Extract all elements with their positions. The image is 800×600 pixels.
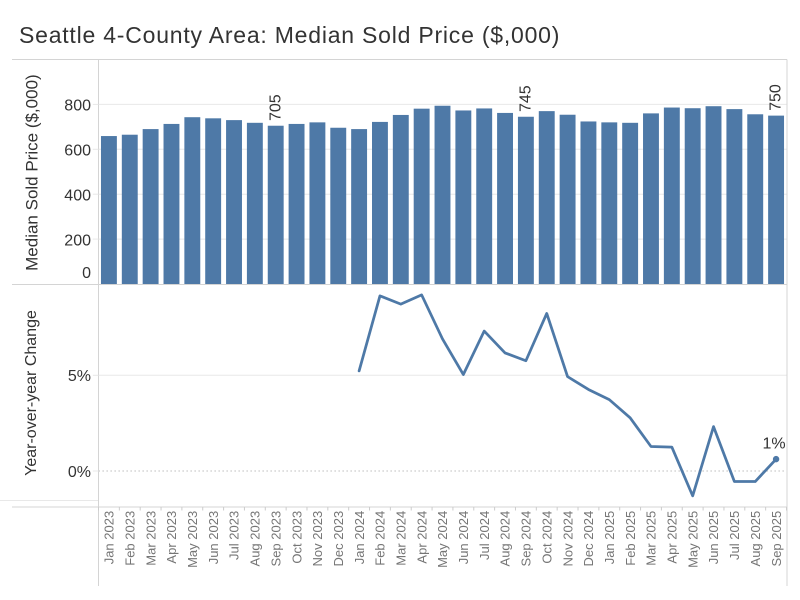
svg-text:Jul 2025: Jul 2025	[727, 511, 742, 560]
svg-text:600: 600	[64, 143, 91, 160]
svg-text:Jul 2024: Jul 2024	[477, 511, 492, 560]
svg-text:Oct 2024: Oct 2024	[539, 511, 554, 564]
svg-text:Apr 2024: Apr 2024	[414, 511, 429, 564]
svg-text:Aug 2024: Aug 2024	[498, 511, 513, 567]
svg-text:800: 800	[64, 98, 91, 115]
svg-text:Sep 2024: Sep 2024	[519, 511, 534, 567]
svg-text:Feb 2025: Feb 2025	[623, 511, 638, 566]
svg-text:Mar 2024: Mar 2024	[394, 511, 409, 566]
svg-text:1%: 1%	[762, 435, 785, 452]
svg-text:May 2023: May 2023	[185, 511, 200, 568]
svg-text:Year-over-year Change: Year-over-year Change	[23, 310, 40, 476]
svg-text:Jan 2025: Jan 2025	[602, 511, 617, 565]
svg-text:May 2024: May 2024	[435, 511, 450, 568]
svg-text:Apr 2023: Apr 2023	[164, 511, 179, 564]
svg-text:5%: 5%	[68, 368, 91, 385]
svg-text:Jun 2023: Jun 2023	[206, 511, 221, 565]
svg-text:Sep 2025: Sep 2025	[769, 511, 784, 567]
svg-text:Mar 2023: Mar 2023	[143, 511, 158, 566]
svg-text:0%: 0%	[68, 464, 91, 481]
svg-text:Jan 2024: Jan 2024	[352, 511, 367, 565]
svg-text:Feb 2023: Feb 2023	[123, 511, 138, 566]
svg-text:750: 750	[768, 84, 785, 111]
svg-text:705: 705	[267, 94, 284, 121]
svg-text:Dec 2023: Dec 2023	[331, 511, 346, 567]
svg-text:Mar 2025: Mar 2025	[644, 511, 659, 566]
svg-text:0: 0	[82, 265, 91, 282]
svg-text:Aug 2025: Aug 2025	[748, 511, 763, 567]
svg-text:Seattle 4-County Area: Median: Seattle 4-County Area: Median Sold Price…	[19, 22, 560, 48]
svg-text:May 2025: May 2025	[685, 511, 700, 568]
svg-text:Nov 2024: Nov 2024	[560, 511, 575, 567]
svg-text:Apr 2025: Apr 2025	[665, 511, 680, 564]
svg-text:Dec 2024: Dec 2024	[581, 511, 596, 567]
svg-text:Jan 2023: Jan 2023	[102, 511, 117, 565]
svg-text:Jun 2024: Jun 2024	[456, 511, 471, 565]
svg-text:Median Sold Price ($,000): Median Sold Price ($,000)	[22, 74, 41, 271]
svg-text:745: 745	[518, 85, 535, 112]
svg-text:Jun 2025: Jun 2025	[706, 511, 721, 565]
svg-text:200: 200	[64, 232, 91, 249]
svg-text:400: 400	[64, 187, 91, 204]
svg-text:Nov 2023: Nov 2023	[310, 511, 325, 567]
svg-text:Sep 2023: Sep 2023	[268, 511, 283, 567]
svg-text:Jul 2023: Jul 2023	[227, 511, 242, 560]
svg-text:Oct 2023: Oct 2023	[289, 511, 304, 564]
svg-text:Aug 2023: Aug 2023	[248, 511, 263, 567]
svg-text:Feb 2024: Feb 2024	[373, 511, 388, 566]
